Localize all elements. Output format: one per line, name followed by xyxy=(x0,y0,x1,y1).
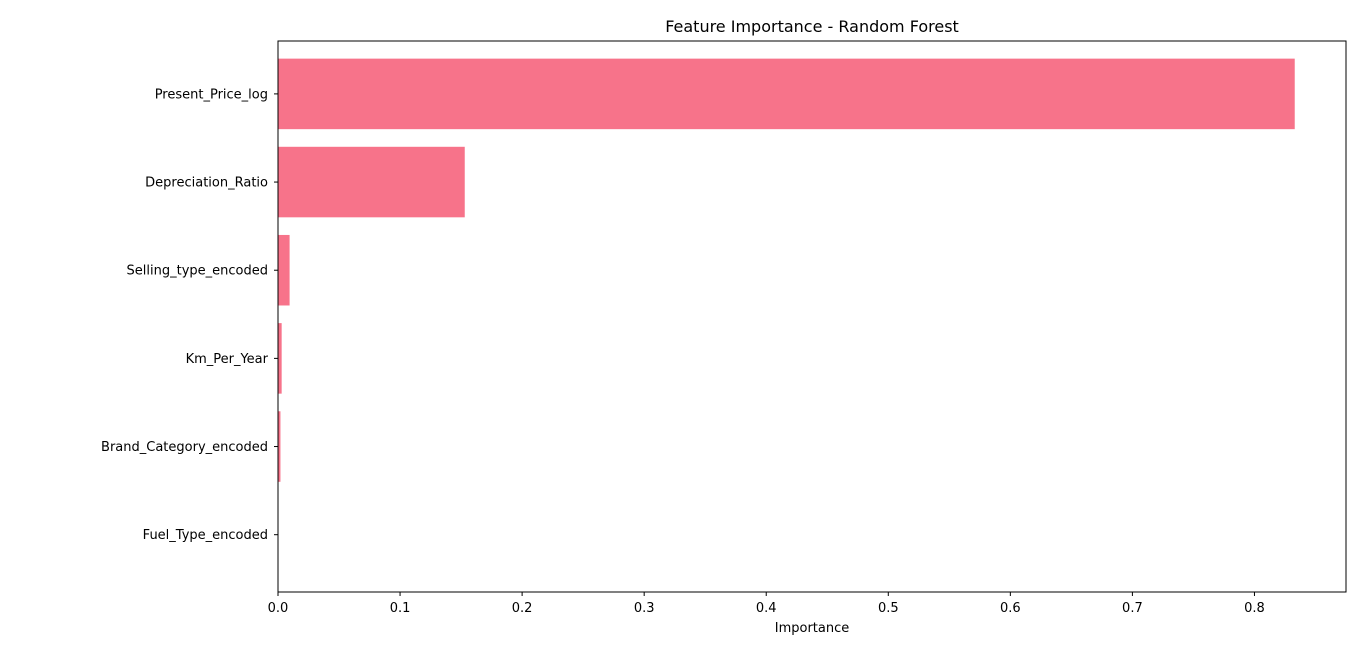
y-tick-label: Fuel_Type_encoded xyxy=(143,528,268,543)
bar xyxy=(278,59,1295,130)
x-tick-label: 0.8 xyxy=(1244,601,1265,616)
y-tick-label: Depreciation_Ratio xyxy=(145,176,268,191)
x-tick-label: 0.4 xyxy=(756,601,777,616)
chart-title: Feature Importance - Random Forest xyxy=(665,17,959,36)
bar xyxy=(278,235,290,306)
plot-area: Present_Price_log Depreciation_Ratio Selli… xyxy=(101,41,1346,616)
x-axis-label: Importance xyxy=(775,621,850,636)
x-tick-label: 0.5 xyxy=(878,601,899,616)
x-tick-label: 0.0 xyxy=(268,601,289,616)
x-tick-label: 0.1 xyxy=(390,601,411,616)
y-tick-label: Km_Per_Year xyxy=(186,352,269,367)
x-tick-label: 0.7 xyxy=(1122,601,1143,616)
y-tick-label: Selling_type_encoded xyxy=(127,264,268,279)
x-tick-label: 0.6 xyxy=(1000,601,1021,616)
bar xyxy=(278,147,465,218)
x-tick-label: 0.3 xyxy=(634,601,655,616)
bar xyxy=(278,323,282,394)
y-tick-label: Brand_Category_encoded xyxy=(101,440,268,455)
x-tick-label: 0.2 xyxy=(512,601,533,616)
y-tick-label: Present_Price_log xyxy=(155,87,268,102)
